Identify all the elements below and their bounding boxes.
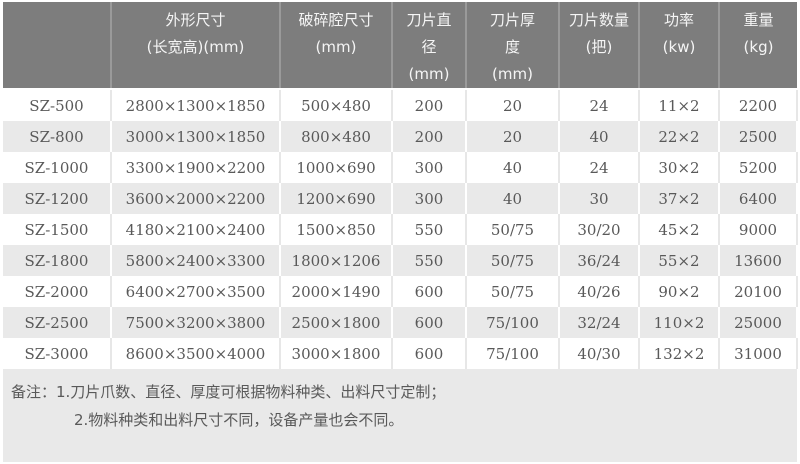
- cell-power: 45×2: [639, 214, 720, 245]
- cell-weight: 9000: [719, 214, 798, 245]
- cell-blade-count: 40: [559, 121, 640, 152]
- table-row: SZ-2000 6400×2700×3500 2000×1490 600 50/…: [3, 276, 798, 307]
- header-row: 外形尺寸 (长宽高)(mm) 破碎腔尺寸 (mm) 刀片直 径 (mm) 刀片厚…: [3, 2, 797, 90]
- cell-blade-diameter: 550: [392, 214, 467, 245]
- cell-blade-diameter: 600: [392, 307, 467, 338]
- cell-power: 37×2: [639, 183, 720, 214]
- cell-blade-thickness: 75/100: [466, 338, 560, 369]
- cell-chamber: 1200×690: [280, 183, 393, 214]
- cell-blade-count: 40/26: [559, 276, 640, 307]
- cell-chamber: 2000×1490: [280, 276, 393, 307]
- cell-blade-count: 24: [559, 152, 640, 183]
- cell-model: SZ-500: [3, 89, 112, 121]
- cell-power: 11×2: [639, 89, 720, 121]
- cell-blade-thickness: 20: [466, 121, 560, 152]
- cell-blade-diameter: 200: [392, 89, 467, 121]
- cell-model: SZ-2500: [3, 307, 112, 338]
- table-header: 外形尺寸 (长宽高)(mm) 破碎腔尺寸 (mm) 刀片直 径 (mm) 刀片厚…: [3, 2, 797, 90]
- table-row: SZ-1200 3600×2000×2200 1200×690 300 40 3…: [3, 183, 798, 214]
- spec-table: 外形尺寸 (长宽高)(mm) 破碎腔尺寸 (mm) 刀片直 径 (mm) 刀片厚…: [3, 2, 798, 369]
- cell-model: SZ-1000: [3, 152, 112, 183]
- cell-model: SZ-1500: [3, 214, 112, 245]
- cell-blade-diameter: 300: [392, 183, 467, 214]
- col-header-model: [3, 2, 112, 90]
- cell-dimensions: 2800×1300×1850: [111, 89, 281, 121]
- col-header-blade-diameter: 刀片直 径 (mm): [392, 2, 467, 90]
- table-row: SZ-2500 7500×3200×3800 2500×1800 600 75/…: [3, 307, 798, 338]
- cell-weight: 20100: [719, 276, 798, 307]
- cell-dimensions: 7500×3200×3800: [111, 307, 281, 338]
- cell-dimensions: 8600×3500×4000: [111, 338, 281, 369]
- table-body: SZ-500 2800×1300×1850 500×480 200 20 24 …: [3, 89, 798, 369]
- cell-blade-diameter: 600: [392, 276, 467, 307]
- remark-line-2: 2.物料种类和出料尺寸不同，设备产量也会不同。: [74, 411, 404, 429]
- col-header-chamber: 破碎腔尺寸 (mm): [280, 2, 393, 90]
- cell-model: SZ-3000: [3, 338, 112, 369]
- cell-chamber: 500×480: [280, 89, 393, 121]
- table-row: SZ-800 3000×1300×1850 800×480 200 20 40 …: [3, 121, 798, 152]
- col-header-blade-thickness: 刀片厚 度 (mm): [466, 2, 560, 90]
- col-header-dimensions: 外形尺寸 (长宽高)(mm): [111, 2, 281, 90]
- cell-dimensions: 6400×2700×3500: [111, 276, 281, 307]
- cell-chamber: 1000×690: [280, 152, 393, 183]
- cell-model: SZ-1200: [3, 183, 112, 214]
- cell-blade-thickness: 50/75: [466, 276, 560, 307]
- cell-dimensions: 3300×1900×2200: [111, 152, 281, 183]
- cell-chamber: 800×480: [280, 121, 393, 152]
- cell-blade-diameter: 600: [392, 338, 467, 369]
- cell-chamber: 3000×1800: [280, 338, 393, 369]
- cell-blade-count: 40/30: [559, 338, 640, 369]
- cell-blade-count: 24: [559, 89, 640, 121]
- cell-power: 55×2: [639, 245, 720, 276]
- cell-weight: 31000: [719, 338, 798, 369]
- cell-weight: 2200: [719, 89, 798, 121]
- cell-dimensions: 3000×1300×1850: [111, 121, 281, 152]
- cell-blade-thickness: 75/100: [466, 307, 560, 338]
- cell-chamber: 1800×1206: [280, 245, 393, 276]
- cell-weight: 5200: [719, 152, 798, 183]
- remarks-block: 备注：1.刀片爪数、直径、厚度可根据物料种类、出料尺寸定制； 2.物料种类和出料…: [3, 369, 797, 462]
- cell-blade-count: 30/20: [559, 214, 640, 245]
- table-row: SZ-1500 4180×2100×2400 1500×850 550 50/7…: [3, 214, 798, 245]
- cell-dimensions: 4180×2100×2400: [111, 214, 281, 245]
- cell-model: SZ-1800: [3, 245, 112, 276]
- cell-power: 110×2: [639, 307, 720, 338]
- cell-blade-thickness: 20: [466, 89, 560, 121]
- col-header-weight: 重量 (kg): [719, 2, 797, 90]
- cell-weight: 2500: [719, 121, 798, 152]
- cell-power: 30×2: [639, 152, 720, 183]
- cell-power: 22×2: [639, 121, 720, 152]
- cell-blade-thickness: 50/75: [466, 214, 560, 245]
- cell-weight: 25000: [719, 307, 798, 338]
- table-row: SZ-500 2800×1300×1850 500×480 200 20 24 …: [3, 89, 798, 121]
- cell-dimensions: 5800×2400×3300: [111, 245, 281, 276]
- cell-blade-thickness: 50/75: [466, 245, 560, 276]
- col-header-power: 功率 (kw): [639, 2, 720, 90]
- cell-dimensions: 3600×2000×2200: [111, 183, 281, 214]
- cell-weight: 13600: [719, 245, 798, 276]
- remark-line-1: 备注：1.刀片爪数、直径、厚度可根据物料种类、出料尺寸定制；: [11, 383, 446, 401]
- table-row: SZ-3000 8600×3500×4000 3000×1800 600 75/…: [3, 338, 798, 369]
- cell-blade-count: 36/24: [559, 245, 640, 276]
- cell-blade-count: 30: [559, 183, 640, 214]
- cell-blade-diameter: 200: [392, 121, 467, 152]
- cell-weight: 6400: [719, 183, 798, 214]
- cell-model: SZ-800: [3, 121, 112, 152]
- cell-blade-thickness: 40: [466, 152, 560, 183]
- cell-blade-thickness: 40: [466, 183, 560, 214]
- col-header-blade-count: 刀片数量 (把): [559, 2, 640, 90]
- table-row: SZ-1800 5800×2400×3300 1800×1206 550 50/…: [3, 245, 798, 276]
- cell-blade-diameter: 300: [392, 152, 467, 183]
- cell-power: 132×2: [639, 338, 720, 369]
- cell-blade-diameter: 550: [392, 245, 467, 276]
- cell-blade-count: 32/24: [559, 307, 640, 338]
- cell-power: 90×2: [639, 276, 720, 307]
- table-row: SZ-1000 3300×1900×2200 1000×690 300 40 2…: [3, 152, 798, 183]
- cell-model: SZ-2000: [3, 276, 112, 307]
- cell-chamber: 2500×1800: [280, 307, 393, 338]
- cell-chamber: 1500×850: [280, 214, 393, 245]
